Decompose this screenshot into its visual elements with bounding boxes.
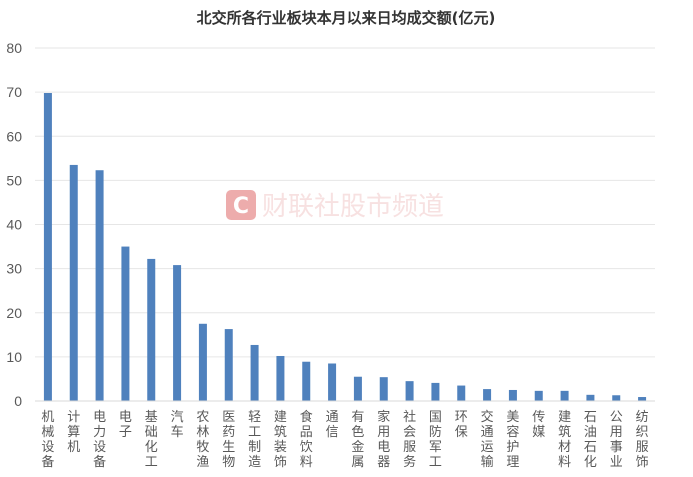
bar-23 [612,395,621,401]
x-tick-label: 社会服务 [403,409,416,470]
bar-22 [586,394,595,401]
bar-21 [560,390,569,401]
bar-7 [198,323,207,401]
x-tick-label: 环保 [455,410,468,440]
y-tick-label: 0 [14,393,22,409]
y-tick-label: 70 [6,84,22,100]
bar-3 [95,170,104,401]
x-tick-label: 传媒 [532,410,545,440]
x-tick-label: 美容护理 [506,410,519,470]
x-tick-label: 电力设备 [93,410,106,470]
x-tick-label: 家用电器 [377,409,390,470]
y-tick-label: 10 [6,349,22,365]
x-tick-label: 医药生物 [222,410,235,470]
y-tick-label: 60 [6,128,22,144]
bar-16 [431,382,440,401]
y-tick-label: 20 [6,305,22,321]
x-tick-label: 建筑材料 [558,410,571,470]
y-tick-label: 80 [6,40,22,56]
bar-9 [250,344,259,401]
bar-5 [147,258,156,401]
y-axis-ticks: 0 10 20 30 40 50 60 70 80 [6,40,22,409]
x-tick-label: 国防军工 [429,410,442,470]
bar-4 [121,246,130,401]
bar-10 [276,355,285,401]
bar-24 [638,397,647,401]
bar-14 [379,377,388,401]
cls-logo-icon [226,190,256,220]
x-tick-label: 汽车 [171,410,184,440]
x-tick-label: 纺织服饰 [636,410,649,470]
bars [43,93,647,401]
x-tick-label: 公用事业 [610,410,623,470]
x-tick-label: 农林牧渔 [196,410,209,470]
watermark-text: 财联社股市频道 [262,192,444,222]
bar-17 [457,385,466,401]
x-axis-ticks: 机械设备计算机电力设备电子基础化工汽车农林牧渔医药生物轻工制造建筑装饰食品饮料通… [41,409,648,470]
x-tick-label: 计算机 [67,410,80,455]
cls-logo-glyph: C [233,194,249,219]
bar-20 [534,390,543,401]
gridlines [35,47,655,358]
bar-11 [302,361,311,401]
y-tick-label: 40 [6,217,22,233]
bar-2 [69,164,78,401]
x-tick-label: 食品饮料 [300,409,313,470]
x-tick-label: 基础化工 [145,410,158,470]
bar-19 [508,389,517,401]
y-tick-label: 30 [6,261,22,277]
x-tick-label: 建筑装饰 [274,410,287,470]
chart-title: 北交所各行业板块本月以来日均成交额(亿元) [197,9,496,27]
y-tick-label: 50 [6,172,22,188]
x-tick-label: 有色金属 [351,410,364,470]
bar-13 [353,376,362,401]
bar-18 [483,389,492,401]
bar-15 [405,381,414,401]
x-tick-label: 交通运输 [481,409,494,470]
bar-1 [43,93,52,401]
bar-6 [173,265,182,401]
x-tick-label: 轻工制造 [248,410,261,470]
x-tick-label: 石油石化 [584,410,597,470]
x-tick-label: 机械设备 [41,410,54,470]
watermark: C 财联社股市频道 [226,190,444,222]
x-tick-label: 通信 [326,410,339,440]
bar-8 [224,329,233,401]
bar-12 [328,363,337,401]
x-tick-label: 电子 [119,410,132,440]
